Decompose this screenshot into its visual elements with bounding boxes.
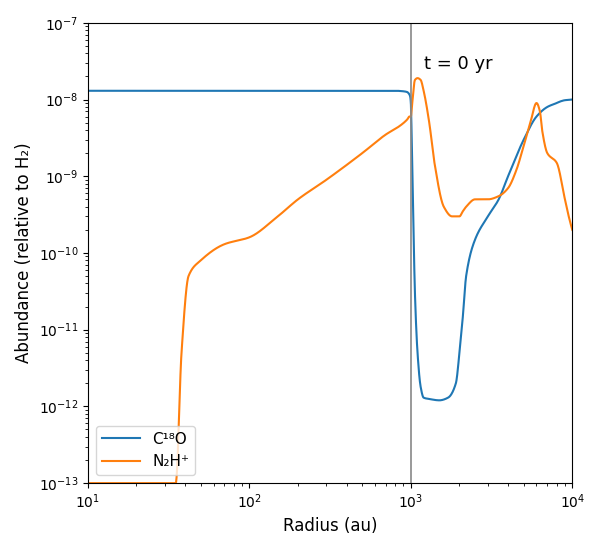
C¹⁸O <box>84 87 91 94</box>
Y-axis label: Abundance (relative to H₂): Abundance (relative to H₂) <box>15 142 33 363</box>
N₂H⁺ <box>320 179 327 185</box>
C¹⁸O <box>569 96 576 103</box>
C¹⁸O <box>554 99 562 106</box>
C¹⁸O <box>109 87 116 94</box>
Text: t = 0 yr: t = 0 yr <box>424 55 492 73</box>
N₂H⁺ <box>555 164 562 171</box>
C¹⁸O <box>436 397 443 404</box>
N₂H⁺ <box>307 187 314 194</box>
N₂H⁺ <box>109 480 116 486</box>
C¹⁸O <box>555 99 562 106</box>
C¹⁸O <box>320 87 327 94</box>
N₂H⁺ <box>84 480 91 486</box>
N₂H⁺ <box>414 75 421 81</box>
N₂H⁺ <box>554 164 562 170</box>
X-axis label: Radius (au): Radius (au) <box>283 517 377 535</box>
Line: C¹⁸O: C¹⁸O <box>88 91 572 400</box>
N₂H⁺ <box>569 227 576 233</box>
N₂H⁺ <box>466 200 473 206</box>
Line: N₂H⁺: N₂H⁺ <box>88 78 572 483</box>
C¹⁸O <box>307 87 314 94</box>
Legend: C¹⁸O, N₂H⁺: C¹⁸O, N₂H⁺ <box>95 426 195 476</box>
C¹⁸O <box>466 254 473 261</box>
